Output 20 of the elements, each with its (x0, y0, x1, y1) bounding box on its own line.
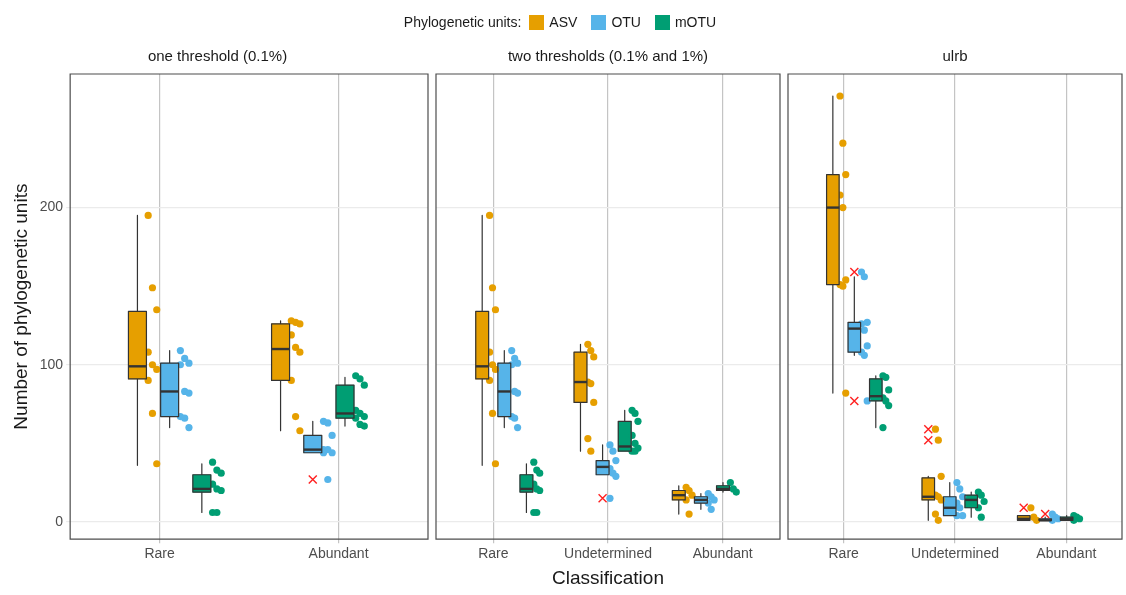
x-tick-label: Undetermined (911, 545, 999, 562)
chart-title: two thresholds (0.1% and 1%) (507, 47, 709, 65)
x-tick-label: Abundant (308, 545, 369, 562)
x-tick-label: Rare (144, 545, 175, 562)
x-tick-label: Undetermined (564, 545, 652, 562)
y-tick-label: 0 (55, 512, 64, 529)
legend-label: ASV (549, 14, 578, 30)
y-tick-label: 200 (39, 198, 64, 215)
legend-title: Phylogenetic units: (403, 14, 522, 30)
x-axis-title: Classification (551, 566, 665, 590)
y-tick-label: 100 (39, 355, 64, 372)
legend-label: mOTU (674, 14, 717, 30)
x-tick-label: Abundant (692, 545, 753, 562)
chart-title: ulrb (942, 47, 968, 65)
legend-label: OTU (611, 14, 641, 30)
x-tick-label: Rare (478, 545, 509, 562)
chart-title: one threshold (0.1%) (147, 47, 288, 65)
x-tick-label: Rare (828, 545, 860, 562)
x-tick-label: Abundant (1036, 545, 1097, 562)
y-axis-title: Number of phylogenetic units (9, 183, 31, 430)
